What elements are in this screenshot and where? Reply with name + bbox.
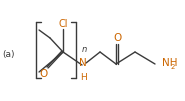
Text: H: H xyxy=(80,74,86,83)
Text: O: O xyxy=(113,33,121,43)
Text: O: O xyxy=(39,69,47,79)
Text: 2: 2 xyxy=(171,64,175,70)
Text: n: n xyxy=(82,45,87,55)
Text: Cl: Cl xyxy=(58,19,68,29)
Text: N: N xyxy=(79,58,87,68)
Text: NH: NH xyxy=(162,58,177,68)
Text: (a): (a) xyxy=(2,50,14,59)
